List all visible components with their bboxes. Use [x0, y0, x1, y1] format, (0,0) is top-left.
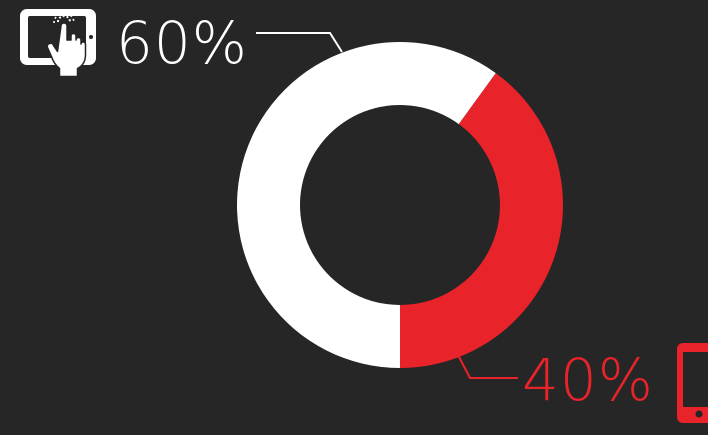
label-tablet-percent: 60%: [116, 9, 248, 77]
smartphone-icon: [677, 343, 708, 423]
slice-tablet: [237, 41, 496, 368]
tablet-touch-icon: [20, 9, 96, 78]
leader-line-tablet: [256, 32, 343, 53]
leader-line-mobile: [457, 354, 518, 379]
slice-mobile: [400, 73, 563, 369]
label-mobile-percent: 40%: [522, 346, 654, 414]
